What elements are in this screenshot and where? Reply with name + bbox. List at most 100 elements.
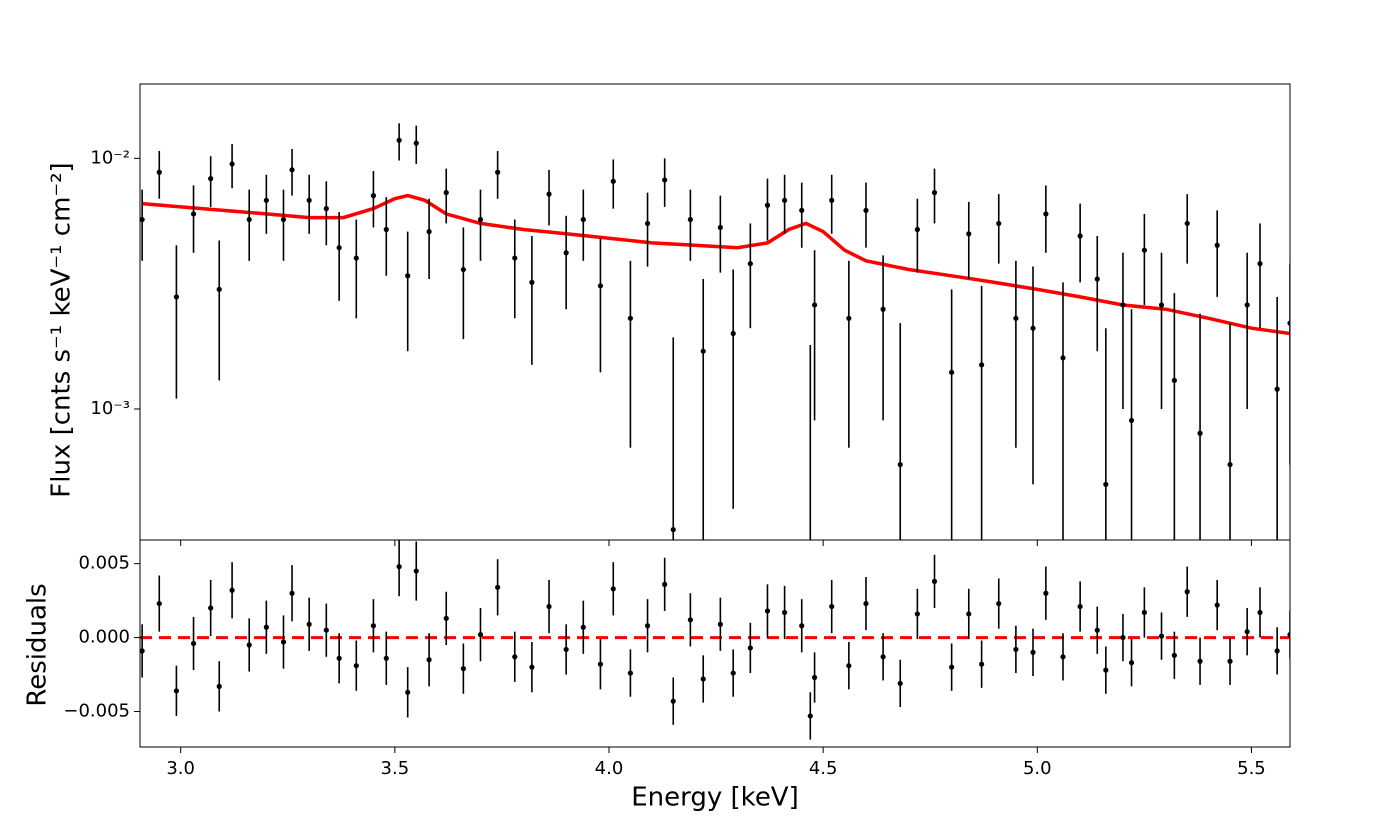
data-point [396,564,402,570]
data-point [216,286,222,292]
data-point [1287,320,1290,326]
data-point [1094,627,1100,633]
data-point [996,220,1002,227]
data-point [156,169,162,175]
y-tick-label: 0.000 [78,627,130,648]
x-tick-label: 4.5 [809,758,838,779]
data-point [846,663,852,669]
data-point [966,611,972,617]
data-point [1030,649,1036,655]
data-point [246,216,252,223]
data-point [140,648,145,654]
data-point [747,645,753,651]
data-point [1060,654,1066,660]
y-tick-label: −0.005 [63,701,130,722]
model-line [141,193,1290,336]
data-point [1257,261,1263,267]
data-point [808,582,813,587]
data-point [730,670,736,676]
data-point [443,615,449,621]
data-point [863,600,869,607]
data-point [353,255,359,261]
data-point [700,676,706,682]
data-point [512,654,518,660]
data-point [563,646,569,653]
data-point [289,590,295,596]
data-point [807,713,813,719]
data-point [597,283,604,289]
data-point [863,207,869,213]
data-point [670,527,676,533]
data-point [1274,386,1280,392]
data-point [1094,276,1100,282]
data-point [190,640,197,647]
data-point [140,216,145,223]
data-point [405,689,411,695]
data-point [323,206,329,212]
data-point [880,306,886,312]
data-point [781,609,788,616]
data-point [229,587,235,593]
data-point [717,224,723,231]
data-point [460,266,466,273]
data-point [670,698,676,704]
data-point [627,315,634,321]
data-point [216,683,222,689]
data-point [1197,430,1203,436]
data-point [1043,211,1049,217]
data-point [949,369,955,375]
data-point [914,226,920,233]
data-point [413,140,419,146]
x-tick-label: 5.0 [1023,758,1052,779]
data-point [1103,481,1109,488]
data-point [1227,658,1233,664]
data-point [996,600,1002,607]
data-point [263,197,269,203]
data-point [1214,602,1220,608]
plot-area [140,540,1290,740]
data-point [687,617,693,623]
data-point [829,603,835,610]
data-point [1244,302,1250,308]
data-point [799,623,805,629]
x-tick-label: 4.0 [595,758,624,779]
data-point [263,624,269,630]
data-point [1077,603,1083,610]
data-point [336,245,342,251]
data-point [443,190,449,196]
data-point [529,664,535,670]
data-point [1013,315,1019,321]
data-point [897,461,903,468]
data-point [477,216,484,223]
data-point [190,211,197,217]
data-point [811,674,818,681]
data-point [1120,634,1126,641]
data-point [370,193,377,199]
data-point [512,255,518,261]
x-tick-label: 3.5 [381,758,410,779]
x-tick-label: 3.0 [166,758,195,779]
data-point [208,176,214,182]
data-point [781,197,788,203]
data-point [563,250,569,256]
data-point [966,231,972,237]
data-point [546,191,552,197]
data-point [1030,325,1036,331]
data-point [426,229,432,235]
y-axis-label: Flux [cnts s⁻¹ keV⁻¹ cm⁻²] [47,162,77,497]
data-point [1171,377,1177,384]
data-point [383,226,389,233]
data-point [413,568,419,574]
data-point [644,220,651,227]
data-point [747,261,753,267]
data-point [546,603,552,610]
plot-area [140,123,1290,587]
data-point [1184,589,1190,595]
data-point [799,207,805,213]
data-point [610,178,616,184]
data-point [529,279,535,285]
data-point [627,670,634,676]
data-point [1184,220,1190,227]
data-point [580,624,586,630]
data-point [1128,417,1135,424]
